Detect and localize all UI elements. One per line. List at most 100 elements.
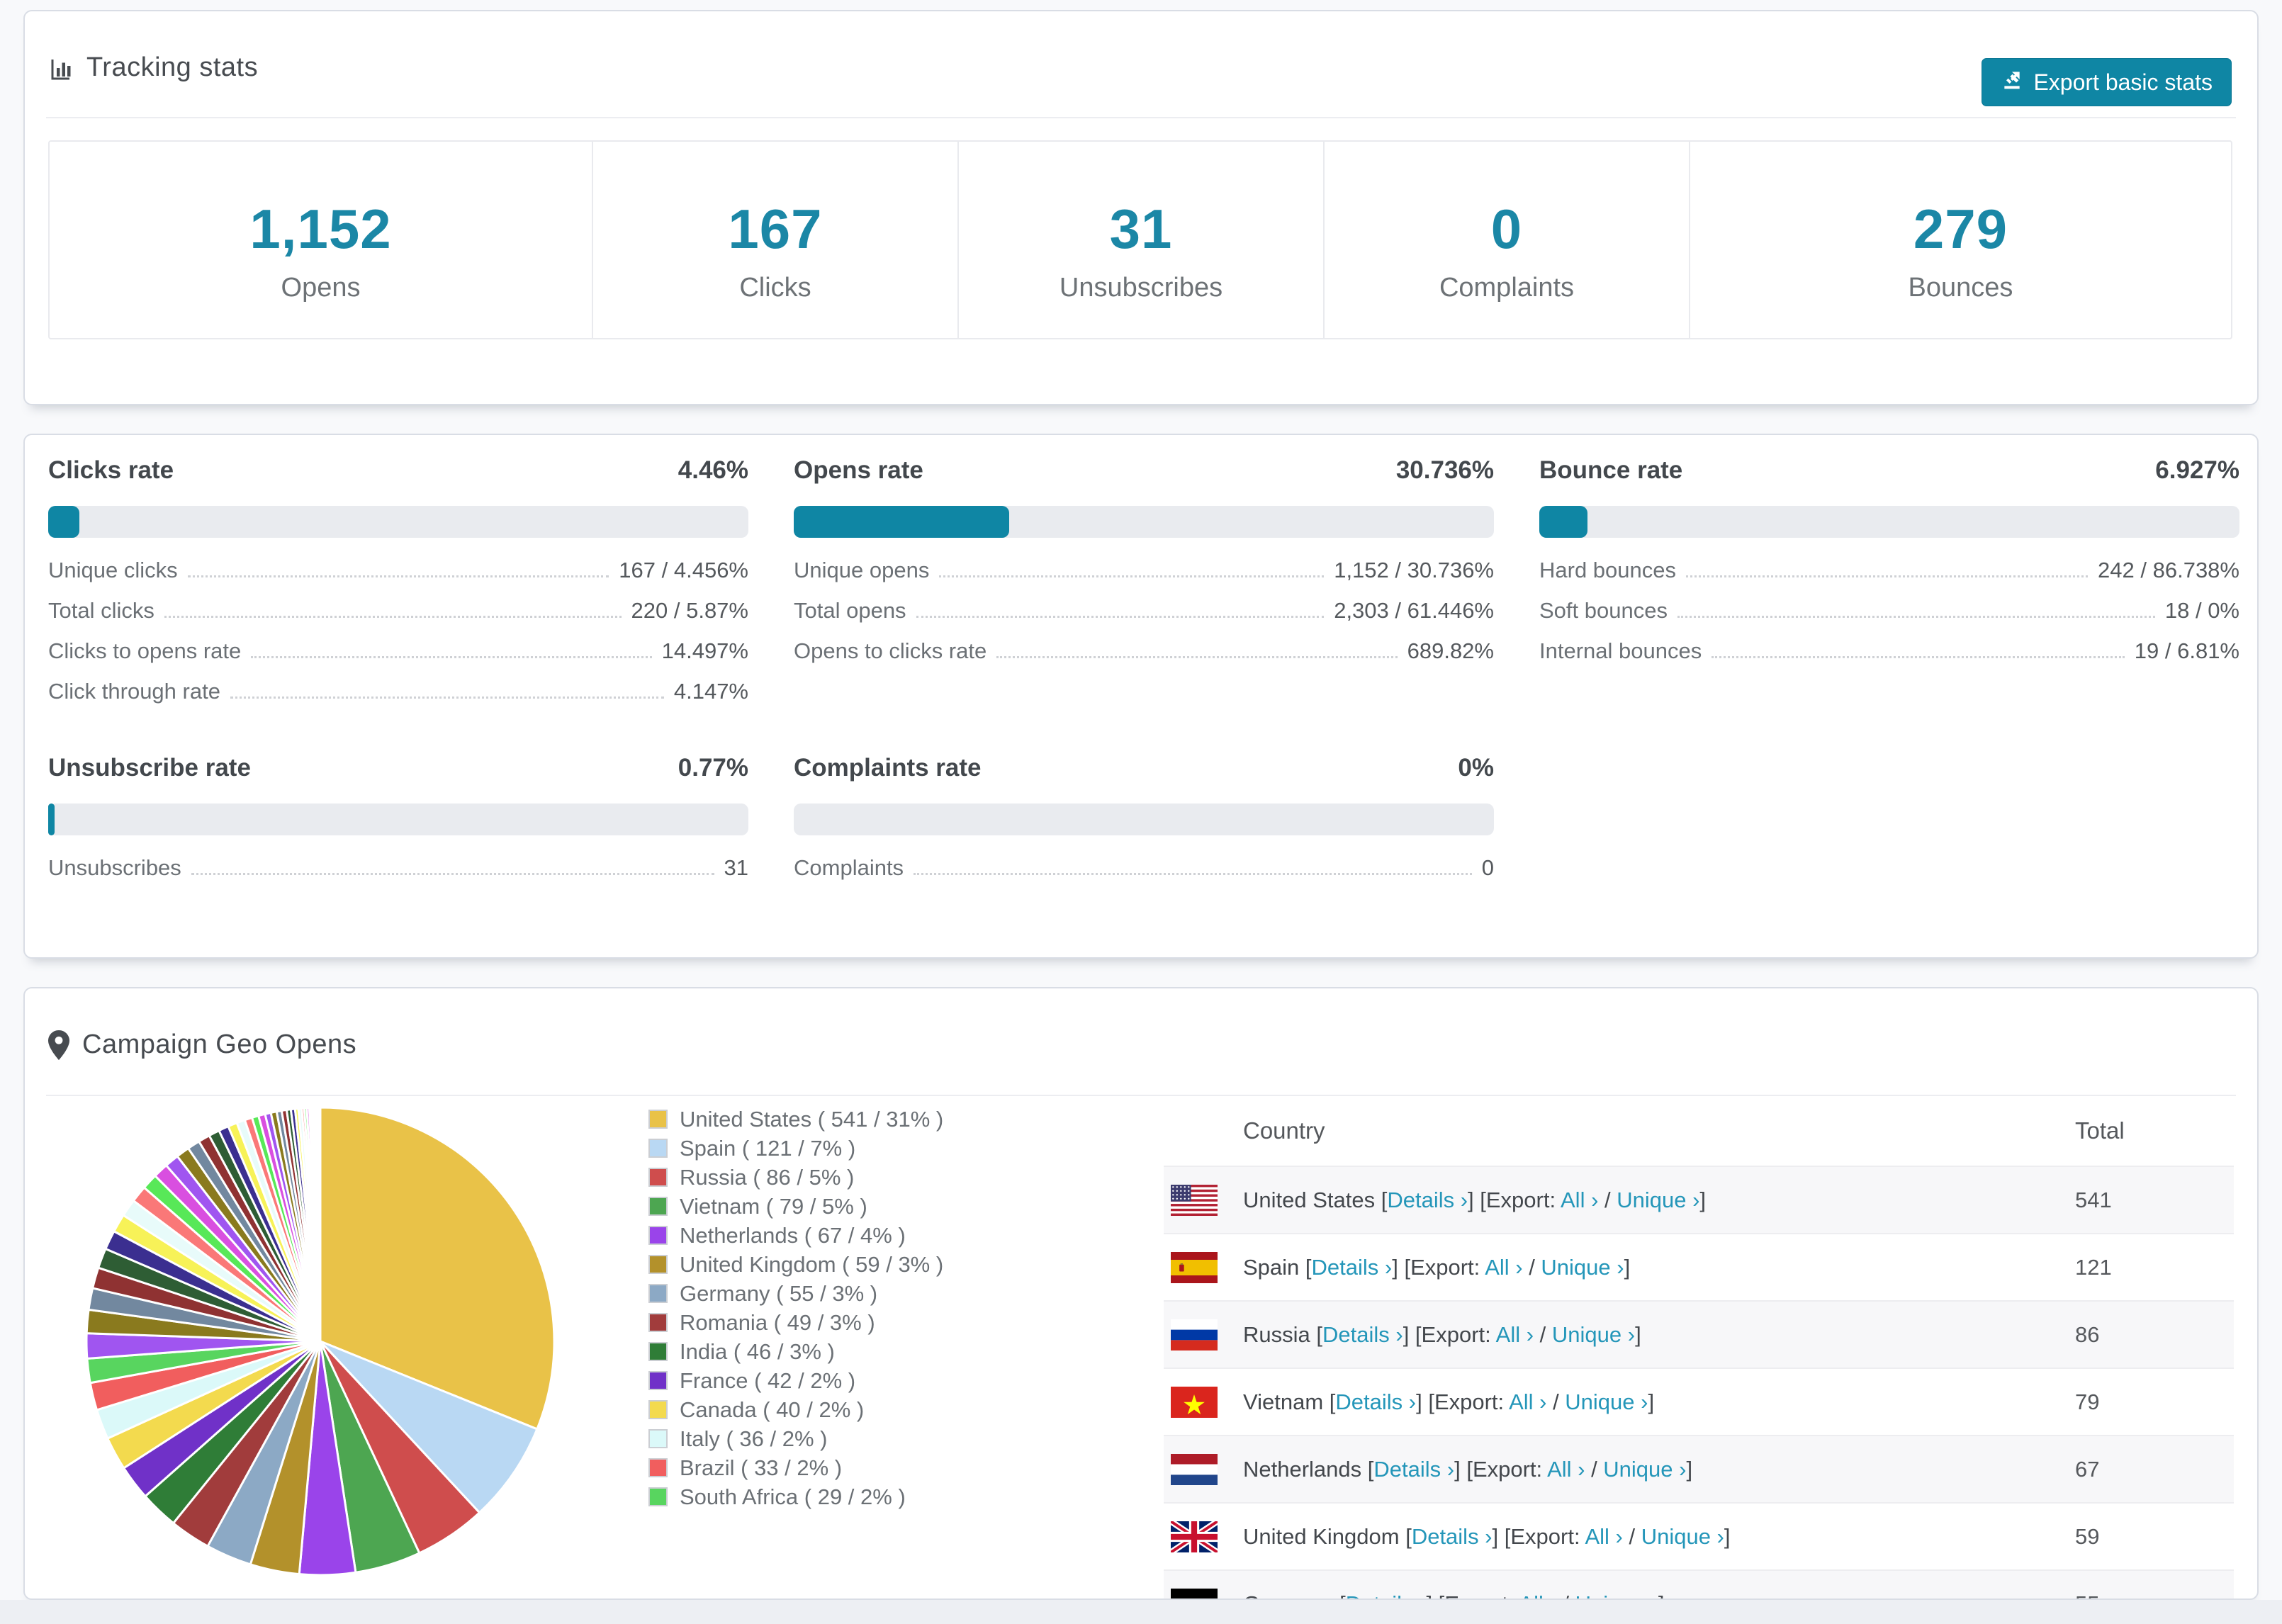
rate-value: 4.46% [678, 456, 748, 484]
geo-total-cell: 67 [2075, 1456, 2100, 1482]
details-link[interactable]: Details › [1373, 1456, 1455, 1482]
legend-label: Canada ( 40 / 2% ) [680, 1397, 865, 1422]
rate-detail-row: Unique clicks 167 / 4.456% [48, 558, 748, 598]
rate-detail-label: Soft bounces [1539, 598, 1668, 623]
rate-progress-bar [1539, 506, 2239, 538]
rates-card: Clicks rate 4.46% Unique clicks 167 / 4.456… [23, 434, 2259, 959]
rate-detail-value: 0 [1481, 855, 1494, 880]
bracket: [ [1316, 1321, 1322, 1347]
export-all-link[interactable]: All › [1561, 1187, 1599, 1212]
details-link[interactable]: Details › [1335, 1389, 1417, 1414]
geo-header-divider [46, 1095, 2236, 1096]
total-column-header: Total [2075, 1117, 2125, 1144]
country-name: Russia [1243, 1321, 1317, 1347]
details-link[interactable]: Details › [1311, 1254, 1393, 1280]
link-separator: / [1546, 1389, 1566, 1414]
geo-country-cell: Russia [Details ›] [Export: All › / Uniq… [1243, 1322, 2075, 1348]
geo-table-row-netherlands: Netherlands [Details ›] [Export: All › /… [1164, 1435, 2234, 1502]
stat-box-opens: 1,152 Opens [50, 142, 592, 338]
geo-pie-chart [79, 1100, 561, 1582]
rate-progress-fill [1539, 506, 1588, 538]
rate-detail-value: 220 / 5.87% [631, 598, 748, 623]
stat-value: 31 [1109, 198, 1173, 260]
legend-swatch [648, 1487, 668, 1506]
stat-label: Unsubscribes [1059, 273, 1223, 303]
rate-progress-fill [48, 506, 80, 538]
legend-item-united-kingdom: United Kingdom ( 59 / 3% ) [648, 1250, 943, 1279]
dotted-leader [187, 575, 609, 577]
rate-section-clicks-rate: Clicks rate 4.46% Unique clicks 167 / 4.456… [48, 456, 748, 719]
dotted-leader [191, 873, 714, 875]
country-name: Netherlands [1243, 1456, 1368, 1482]
country-name: Germany [1243, 1591, 1339, 1599]
legend-item-brazil: Brazil ( 33 / 2% ) [648, 1453, 943, 1482]
legend-item-romania: Romania ( 49 / 3% ) [648, 1308, 943, 1337]
rate-value: 0.77% [678, 754, 748, 782]
export-all-link[interactable]: All › [1495, 1321, 1534, 1347]
rate-detail-value: 4.147% [673, 679, 748, 704]
export-unique-link[interactable]: Unique › [1603, 1456, 1687, 1482]
legend-label: Brazil ( 33 / 2% ) [680, 1455, 843, 1480]
rate-section-unsubscribe-rate: Unsubscribe rate 0.77% Unsubscribes 31 [48, 754, 748, 896]
export-unique-link[interactable]: Unique › [1617, 1187, 1700, 1212]
stat-box-clicks: 167 Clicks [592, 142, 957, 338]
rate-progress-bar [794, 803, 1494, 835]
legend-swatch [648, 1168, 668, 1187]
vn-flag-icon [1164, 1386, 1243, 1418]
bracket: ] [1624, 1254, 1631, 1280]
details-link[interactable]: Details › [1411, 1523, 1493, 1549]
export-unique-link[interactable]: Unique › [1575, 1591, 1658, 1599]
details-link[interactable]: Details › [1322, 1321, 1403, 1347]
legend-swatch [648, 1400, 668, 1419]
bracket: ] [1724, 1523, 1731, 1549]
export-button-label: Export basic stats [2033, 69, 2213, 95]
export-all-link[interactable]: All › [1547, 1456, 1585, 1482]
export-unique-link[interactable]: Unique › [1565, 1389, 1648, 1414]
rate-title: Bounce rate [1539, 456, 1683, 484]
link-separator: / [1622, 1523, 1641, 1549]
rate-progress-bar [48, 803, 748, 835]
export-all-link[interactable]: All › [1519, 1591, 1556, 1599]
rate-detail-row: Click through rate 4.147% [48, 679, 748, 719]
legend-swatch [648, 1458, 668, 1477]
export-all-link[interactable]: All › [1509, 1389, 1547, 1414]
us-flag-icon [1164, 1184, 1243, 1216]
export-label: ] [Export: [1392, 1254, 1485, 1280]
export-label: ] [Export: [1403, 1321, 1496, 1347]
details-link[interactable]: Details › [1387, 1187, 1468, 1212]
country-name: United States [1243, 1187, 1381, 1212]
link-separator: / [1534, 1321, 1552, 1347]
dotted-leader [996, 656, 1398, 658]
bracket: [ [1339, 1591, 1346, 1599]
country-name: Vietnam [1243, 1389, 1330, 1414]
legend-swatch [648, 1371, 668, 1390]
details-link[interactable]: Details › [1346, 1591, 1427, 1599]
tracking-stats-header: Tracking stats [48, 52, 258, 83]
bracket: [ [1367, 1456, 1374, 1482]
rate-section-bounce-rate: Bounce rate 6.927% Hard bounces 242 / 86.73… [1539, 456, 2239, 679]
export-unique-link[interactable]: Unique › [1551, 1321, 1636, 1347]
rate-detail-value: 689.82% [1407, 638, 1494, 663]
link-separator: / [1522, 1254, 1541, 1280]
geo-country-cell: Spain [Details ›] [Export: All › / Uniqu… [1243, 1255, 2075, 1280]
rate-detail-row: Opens to clicks rate 689.82% [794, 638, 1494, 679]
export-all-link[interactable]: All › [1585, 1523, 1623, 1549]
geo-table-row-vietnam: Vietnam [Details ›] [Export: All › / Uni… [1164, 1368, 2234, 1435]
bracket: ] [1686, 1456, 1693, 1482]
rate-detail-row: Soft bounces 18 / 0% [1539, 598, 2239, 638]
legend-item-france: France ( 42 / 2% ) [648, 1366, 943, 1395]
legend-swatch [648, 1197, 668, 1216]
stat-value: 1,152 [249, 198, 392, 260]
geo-table-row-united-kingdom: United Kingdom [Details ›] [Export: All … [1164, 1502, 2234, 1569]
export-unique-link[interactable]: Unique › [1541, 1254, 1624, 1280]
export-basic-stats-button[interactable]: Export basic stats [1982, 58, 2232, 106]
rate-detail-label: Clicks to opens rate [48, 638, 242, 663]
export-unique-link[interactable]: Unique › [1641, 1523, 1724, 1549]
stat-label: Bounces [1908, 273, 2013, 303]
legend-label: Spain ( 121 / 7% ) [680, 1135, 856, 1161]
legend-label: India ( 46 / 3% ) [680, 1338, 835, 1364]
legend-label: Germany ( 55 / 3% ) [680, 1280, 878, 1306]
export-all-link[interactable]: All › [1485, 1254, 1523, 1280]
stat-value: 0 [1490, 198, 1523, 260]
rate-detail-row: Unsubscribes 31 [48, 855, 748, 896]
